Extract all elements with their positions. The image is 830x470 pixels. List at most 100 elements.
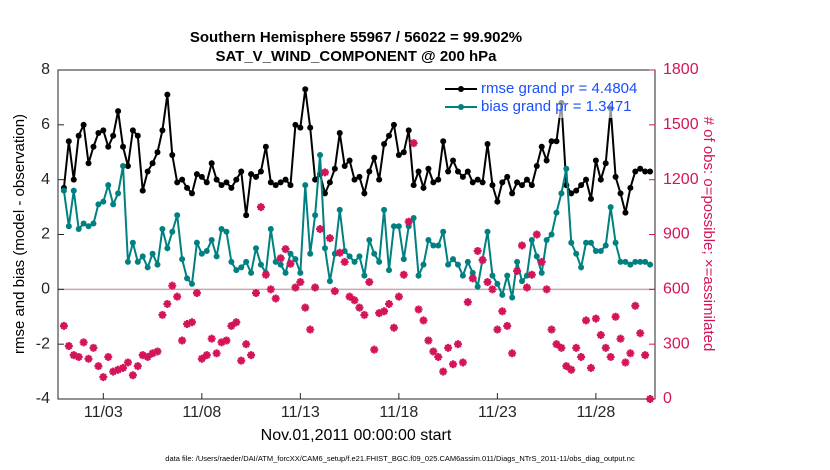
obs-marker [572, 343, 581, 352]
series-point [548, 138, 555, 145]
obs-marker [79, 338, 88, 347]
series-point [479, 179, 486, 186]
series-point [592, 157, 599, 164]
series-point [622, 209, 629, 216]
obs-marker [158, 310, 167, 319]
series-point [494, 198, 501, 205]
series-point [538, 269, 545, 276]
series-point [336, 130, 343, 137]
series-point [425, 165, 432, 172]
obs-marker [586, 363, 595, 372]
series-point [307, 250, 314, 257]
obs-marker [532, 230, 541, 239]
series-point [95, 130, 102, 137]
obs-marker [493, 325, 502, 334]
y-tick-label: 0 [41, 281, 50, 298]
series-point [445, 261, 452, 268]
series-point [253, 173, 260, 180]
x-tick-label: 11/28 [576, 404, 615, 421]
series-point [100, 198, 107, 205]
series-point [208, 236, 215, 243]
series-point [188, 190, 195, 197]
obs-marker [513, 267, 522, 276]
series-point [390, 121, 397, 128]
obs-marker [94, 362, 103, 371]
series-point [454, 168, 461, 175]
series-point [504, 173, 511, 180]
series-point [228, 258, 235, 265]
series-point [366, 168, 373, 175]
y-tick-label: 8 [41, 61, 50, 78]
series-point [494, 280, 501, 287]
obs-marker [133, 362, 142, 371]
series-point [578, 182, 585, 189]
series-point [420, 184, 427, 191]
obs-marker [473, 246, 482, 255]
series-point [164, 245, 171, 252]
series-point [553, 209, 560, 216]
series-point [282, 176, 289, 183]
series-point [450, 256, 457, 263]
obs-marker [89, 343, 98, 352]
series-point [351, 258, 358, 265]
series-point [277, 179, 284, 186]
series-point [405, 127, 412, 134]
series-point [627, 261, 634, 268]
obs-marker [453, 340, 462, 349]
obs-marker [237, 356, 246, 365]
obs-marker [350, 296, 359, 305]
series-point [90, 220, 97, 227]
obs-marker [498, 307, 507, 316]
series-point [386, 267, 393, 274]
series-point [213, 253, 220, 260]
obs-marker [562, 362, 571, 371]
obs-marker [84, 354, 93, 363]
series-point [154, 149, 161, 156]
series-point [528, 236, 535, 243]
series-point [454, 261, 461, 268]
series-point [474, 176, 481, 183]
series-point [223, 179, 230, 186]
series-point [637, 258, 644, 265]
series-point [592, 247, 599, 254]
obs-marker [621, 358, 630, 367]
series-point [509, 294, 516, 301]
series-point [435, 242, 442, 249]
series-point [632, 258, 639, 265]
series-point [198, 250, 205, 257]
y-tick-label: 6 [41, 116, 50, 133]
series-point [597, 247, 604, 254]
series-point [602, 242, 609, 249]
series-point [233, 176, 240, 183]
series-point [573, 250, 580, 257]
obs-marker [646, 395, 655, 403]
series-point [514, 258, 521, 265]
series-point [528, 182, 535, 189]
y-tick-label: 4 [41, 171, 50, 188]
series-point [267, 226, 274, 233]
series-point [617, 190, 624, 197]
series-point [474, 283, 481, 290]
series-point [371, 250, 378, 257]
series-point [627, 184, 634, 191]
obs-marker [69, 351, 78, 360]
obs-marker [266, 285, 275, 294]
obs-marker [340, 257, 349, 266]
series-point [612, 239, 619, 246]
obs-marker [616, 334, 625, 343]
x-tick-label: 11/03 [84, 404, 123, 421]
series-point [346, 157, 353, 164]
obs-marker [247, 351, 256, 360]
x-tick-label: 11/18 [379, 404, 418, 421]
series-point [519, 182, 526, 189]
series-point [287, 250, 294, 257]
obs-marker [222, 336, 231, 345]
series-point [267, 179, 274, 186]
series-point [553, 138, 560, 145]
series-point [538, 143, 545, 150]
y2-tick-label: 1200 [663, 171, 699, 188]
series-point [287, 182, 294, 189]
obs-marker [119, 363, 128, 372]
obs-marker [582, 316, 591, 325]
series-point [124, 162, 131, 169]
